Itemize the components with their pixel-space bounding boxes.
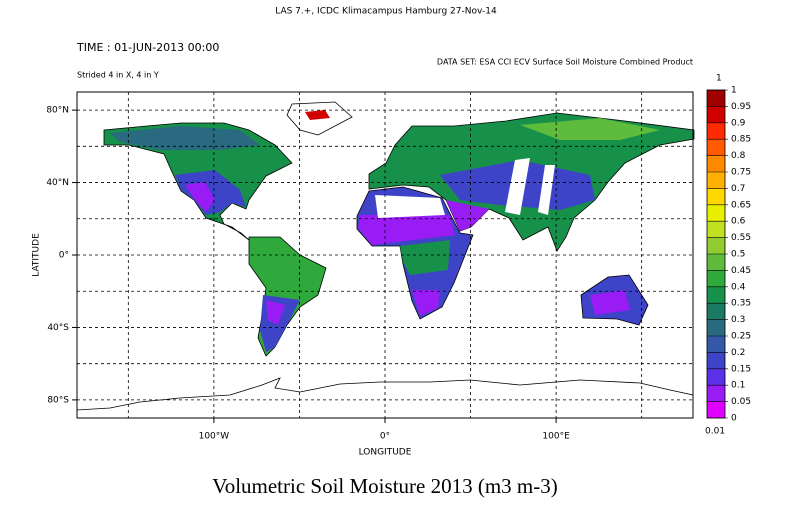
na-north: [110, 126, 260, 150]
colorbar-label: 0.9: [731, 118, 746, 128]
colorbar-bin: [707, 352, 725, 369]
colorbar-label: 0.05: [731, 397, 751, 407]
colorbar-bin: [707, 254, 725, 271]
colorbar-label: 0.7: [731, 184, 745, 194]
y-tick-label: 80°N: [46, 106, 69, 116]
colorbar-label: 0.4: [731, 282, 746, 292]
colorbar-bin: [707, 237, 725, 254]
colorbar-label: 0.95: [731, 102, 751, 112]
colorbar-bin: [707, 303, 725, 320]
colorbar-bin: [707, 139, 725, 156]
colorbar-label: 0.35: [731, 299, 751, 309]
colorbar-label: 0.6: [731, 217, 746, 227]
y-tick-label: 80°S: [47, 395, 69, 405]
congo: [400, 240, 450, 275]
sahel: [358, 215, 455, 245]
header: LAS 7.+, ICDC Klimacampus Hamburg 27-Nov…: [275, 7, 497, 17]
asia-gap: [505, 158, 530, 215]
colorbar-bin: [707, 155, 725, 172]
dataset: DATA SET: ESA CCI ECV Surface Soil Moist…: [437, 58, 693, 67]
colorbar-bin: [707, 385, 725, 402]
colorbar-bin: [707, 106, 725, 123]
x-tick-label: 100°E: [542, 432, 570, 442]
colorbar-label: 0: [731, 414, 737, 424]
x-tick-label: 0°: [380, 432, 390, 442]
colorbar-label: 0.8: [731, 151, 746, 161]
colorbar-bin: [707, 286, 725, 304]
middle-east: [446, 200, 489, 231]
colorbar-label: 0.1: [731, 381, 745, 391]
colorbar-label: 0.75: [731, 168, 751, 178]
time: TIME : 01-JUN-2013 00:00: [76, 41, 219, 54]
colorbar-bin: [707, 368, 725, 386]
colorbar-label: 0.2: [731, 348, 745, 358]
colorbar-label: 0.55: [731, 233, 751, 243]
colorbar-label: 0.3: [731, 315, 745, 325]
kalahari: [412, 290, 440, 316]
colorbar-label: 0.65: [731, 200, 751, 210]
colorbar-bin: [707, 270, 725, 287]
colorbar-label: 1: [731, 86, 737, 96]
y-tick-label: 0°: [59, 251, 69, 261]
colorbar-bin: [707, 319, 725, 336]
colorbar-label: 0.85: [731, 135, 751, 145]
colorbar-bin: [707, 336, 725, 353]
colorbar-bin: [707, 172, 725, 189]
y-tick-label: 40°N: [46, 178, 69, 188]
colorbar-bin: [707, 188, 725, 205]
greenland-patch: [305, 110, 330, 120]
colorbar-label: 0.15: [731, 364, 751, 374]
sa-arid: [266, 300, 285, 325]
colorbar-label: 0.25: [731, 332, 751, 342]
asia-gap2: [538, 165, 555, 215]
stride: Strided 4 in X, 4 in Y: [77, 71, 159, 80]
colorbar-min: 0.01: [705, 427, 725, 437]
sa-south: [260, 295, 300, 352]
sahara: [375, 195, 445, 218]
colorbar-bin: [707, 90, 725, 107]
x-axis-label: LONGITUDE: [359, 448, 412, 458]
colorbar-bin: [707, 122, 725, 140]
continents: [76, 101, 695, 419]
y-axis-label: LATITUDE: [32, 233, 42, 277]
siberia: [520, 118, 660, 140]
australia-arid: [590, 290, 630, 315]
colorbar-max: 1: [716, 74, 722, 84]
title: Volumetric Soil Moisture 2013 (m3 m-3): [212, 474, 558, 498]
colorbar-bin: [707, 204, 725, 222]
na-arid: [185, 182, 215, 212]
x-tick-label: 100°W: [199, 432, 230, 442]
colorbar-bin: [707, 221, 725, 238]
y-tick-label: 40°S: [47, 323, 69, 333]
colorbar-bin: [707, 401, 725, 418]
colorbar-label: 0.5: [731, 250, 745, 260]
colorbar-label: 0.45: [731, 266, 751, 276]
